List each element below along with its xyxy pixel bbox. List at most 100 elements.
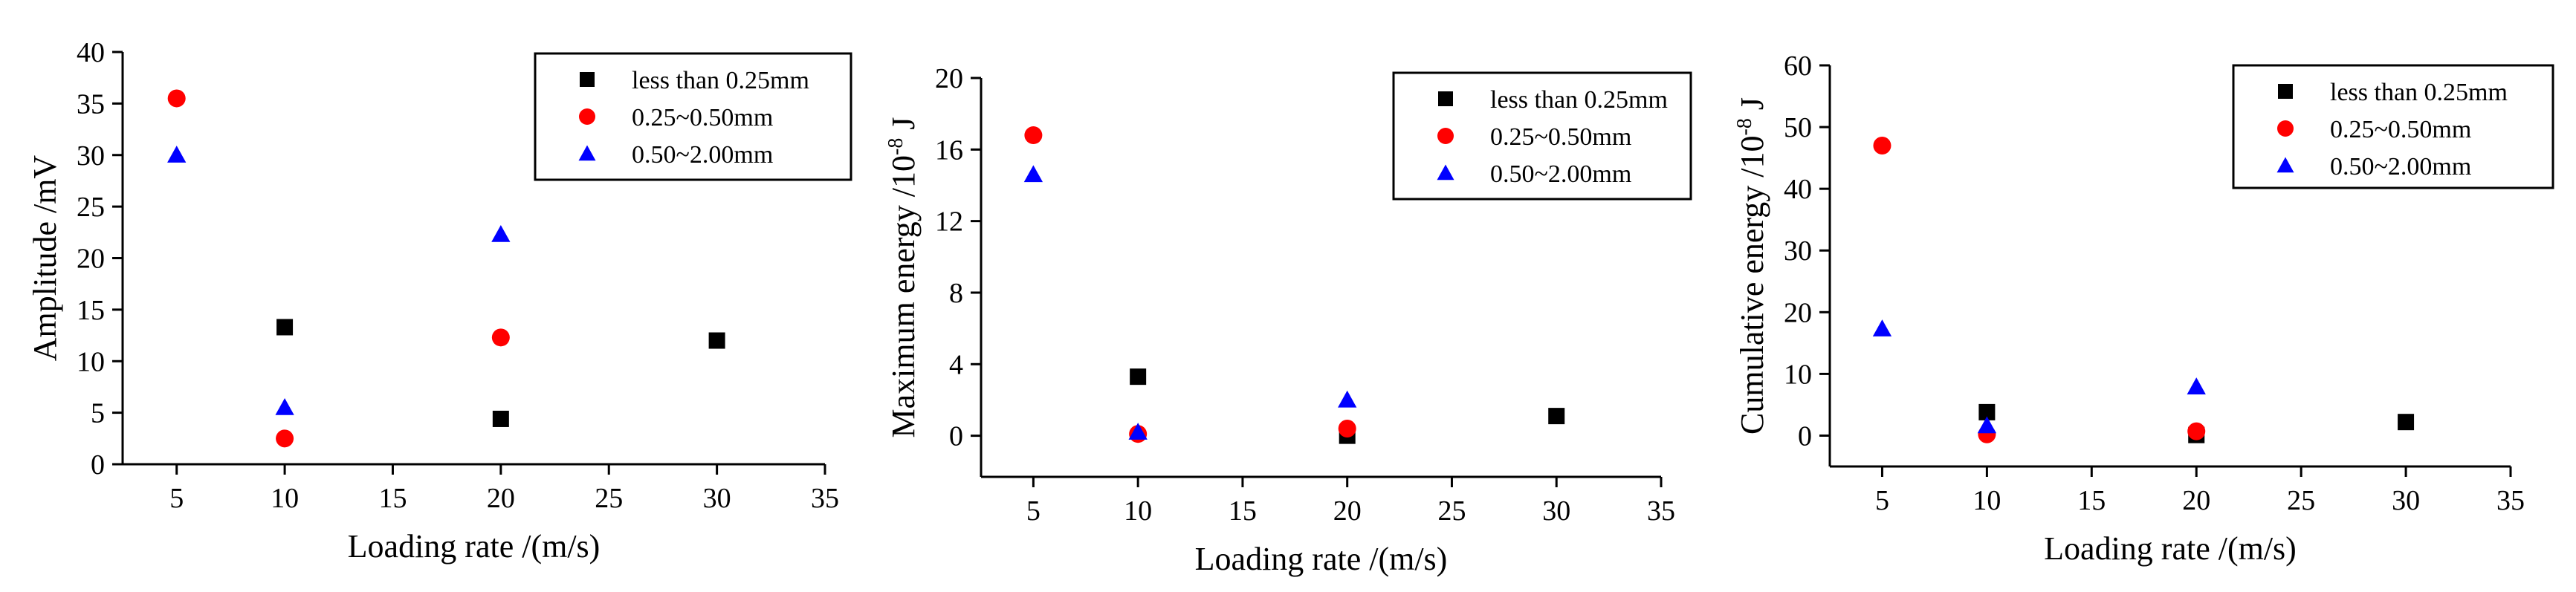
legend-label: less than 0.25mm [2330, 79, 2508, 106]
y-tick-label: 40 [77, 37, 105, 68]
y-tick-label: 50 [1784, 112, 1812, 143]
data-point-circle [276, 429, 294, 448]
data-point-triangle [1338, 390, 1357, 408]
legend-marker-triangle [2276, 157, 2294, 173]
y-axis-title: Amplitude /mV [27, 155, 63, 362]
y-axis-title-unit: J [1734, 97, 1770, 118]
y-tick-label: 60 [1784, 51, 1812, 82]
legend-marker-circle [579, 108, 595, 125]
y-tick-label: 16 [935, 134, 963, 166]
x-axis-title: Loading rate /(m/s) [348, 528, 601, 565]
x-tick-label: 5 [1875, 485, 1889, 516]
data-point-circle [491, 328, 510, 347]
data-point-circle [1338, 419, 1356, 438]
y-tick-label: 20 [1784, 297, 1812, 328]
legend-label: 0.50~2.00mm [1490, 160, 1631, 188]
legend-marker-circle [1437, 128, 1454, 144]
data-point-triangle [1023, 165, 1043, 183]
y-tick-label: 30 [1784, 235, 1812, 267]
x-tick-label: 20 [2182, 485, 2210, 516]
data-point-square [1548, 408, 1565, 425]
x-tick-label: 10 [271, 483, 299, 514]
y-tick-label: 8 [949, 278, 963, 309]
legend-label: 0.25~0.50mm [1490, 123, 1631, 151]
x-tick-label: 25 [2287, 485, 2315, 516]
data-point-triangle [167, 146, 187, 163]
y-axis-title-text: Amplitude /mV [27, 155, 63, 362]
legend-marker-square [1438, 91, 1453, 106]
legend: less than 0.25mm 0.25~0.50mm 0.50~2.00mm [1392, 71, 1692, 201]
y-tick-label: 20 [935, 63, 963, 94]
x-tick-label: 20 [487, 483, 515, 514]
legend-marker-triangle [578, 145, 596, 161]
legend: less than 0.25mm 0.25~0.50mm 0.50~2.00mm [2232, 64, 2554, 189]
x-tick-label: 30 [2392, 485, 2420, 516]
x-tick-label: 35 [2496, 485, 2525, 516]
y-tick-label: 15 [77, 295, 105, 326]
data-point-circle [1024, 126, 1043, 145]
legend-marker-circle [2277, 120, 2294, 137]
y-axis-title-exponent: -8 [884, 138, 907, 155]
legend-marker-triangle [1437, 164, 1454, 180]
x-axis-title: Loading rate /(m/s) [1195, 541, 1448, 577]
x-tick-label: 30 [703, 483, 731, 514]
y-tick-label: 20 [77, 244, 105, 275]
data-point-circle [167, 89, 186, 108]
legend-label: 0.25~0.50mm [2330, 116, 2471, 143]
x-tick-label: 20 [1333, 495, 1362, 527]
x-tick-label: 35 [811, 483, 839, 514]
cumulative-energy-chart: 5 10 15 20 25 30 35 0 10 20 30 40 50 60 Loading rate /… [1733, 51, 2554, 567]
amplitude-chart: 5 10 15 20 25 30 35 0 5 10 15 20 25 30 35 40 Loading rat… [27, 37, 852, 565]
x-tick-label: 5 [1026, 495, 1041, 527]
y-tick-label: 0 [949, 421, 963, 452]
legend-label: less than 0.25mm [1490, 86, 1668, 114]
legend-label: less than 0.25mm [632, 67, 809, 94]
y-axis-title-unit: J [885, 117, 922, 138]
data-point-triangle [2187, 377, 2206, 394]
data-point-square [276, 319, 294, 336]
x-tick-label: 15 [2077, 485, 2106, 516]
y-tick-label: 35 [77, 88, 105, 120]
data-point-square [2398, 414, 2415, 431]
x-tick-label: 35 [1647, 495, 1675, 527]
legend: less than 0.25mm 0.25~0.50mm 0.50~2.00mm [534, 52, 852, 181]
x-tick-label: 30 [1542, 495, 1570, 527]
y-tick-label: 12 [935, 206, 963, 238]
x-tick-label: 10 [1973, 485, 2001, 516]
y-tick-label: 5 [91, 398, 105, 429]
y-axis-title-text: Cumulative energy /10 [1734, 136, 1770, 435]
legend-marker-square [580, 72, 595, 87]
y-tick-label: 10 [77, 346, 105, 377]
maximum-energy-chart: 5 10 15 20 25 30 35 0 4 8 12 16 20 Loading rate /(m/s… [884, 63, 1692, 577]
y-tick-label: 4 [949, 349, 963, 380]
x-tick-label: 25 [1437, 495, 1466, 527]
y-tick-label: 0 [91, 449, 105, 481]
legend-label: 0.25~0.50mm [632, 104, 773, 131]
data-point-circle [1873, 137, 1891, 154]
data-point-square [1130, 368, 1147, 386]
y-tick-label: 0 [1798, 420, 1812, 452]
x-tick-label: 5 [169, 483, 184, 514]
data-point-triangle [1872, 319, 1892, 336]
y-tick-label: 10 [1784, 359, 1812, 390]
data-point-square [1978, 403, 1996, 420]
x-tick-label: 10 [1124, 495, 1152, 527]
y-tick-label: 40 [1784, 174, 1812, 205]
x-tick-label: 25 [595, 483, 623, 514]
data-point-triangle [491, 224, 511, 242]
x-tick-label: 15 [378, 483, 407, 514]
data-point-square [708, 332, 725, 349]
y-axis-title: Cumulative energy /10-8 J [1733, 97, 1770, 435]
x-axis-title: Loading rate /(m/s) [2044, 530, 2297, 567]
data-point-square [492, 410, 509, 427]
data-point-triangle [275, 398, 294, 415]
x-tick-label: 15 [1229, 495, 1257, 527]
data-point-triangle [1977, 416, 1997, 434]
legend-label: 0.50~2.00mm [632, 141, 773, 169]
y-axis-title-text: Maximum energy /10 [885, 155, 922, 438]
y-tick-label: 30 [77, 140, 105, 172]
legend-marker-square [2278, 84, 2293, 99]
y-axis-title: Maximum energy /10-8 J [884, 117, 922, 438]
y-tick-label: 25 [77, 192, 105, 223]
